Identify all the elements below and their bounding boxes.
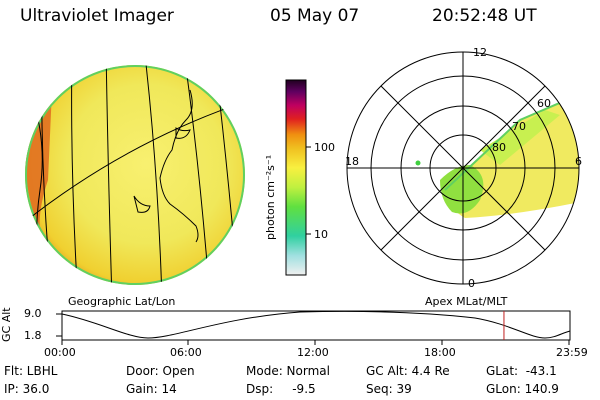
timeline-xtick-1800: 18:00 <box>424 346 456 359</box>
info-ip: IP: 36.0 <box>4 382 50 396</box>
lat-label-80: 80 <box>492 141 506 154</box>
info-glat: GLat: -43.1 <box>486 364 557 378</box>
colorbar-tick-10: 10 <box>314 228 328 241</box>
earth-disk-image <box>25 65 245 285</box>
timeline-ytick-max: 9.0 <box>24 307 42 320</box>
lat-label-70: 70 <box>512 120 526 133</box>
timeline-plot <box>56 310 571 345</box>
info-seq: Seq: 39 <box>366 382 412 396</box>
info-door: Door: Open <box>126 364 195 378</box>
mlt-label-0: 0 <box>468 277 475 290</box>
instrument-title: Ultraviolet Imager <box>20 6 174 26</box>
timeline-xtick-0600: 06:00 <box>170 346 202 359</box>
mlt-label-12: 12 <box>473 46 487 59</box>
colorbar-tick-100: 100 <box>314 141 335 154</box>
info-mode: Mode: Normal <box>246 364 330 378</box>
polar-plot <box>346 51 580 285</box>
info-flt: Flt: LBHL <box>4 364 58 378</box>
timeline-xtick-2359: 23:59 <box>556 346 588 359</box>
info-dsp: Dsp: -9.5 <box>246 382 316 396</box>
colorbar <box>285 79 311 276</box>
geographic-caption: Geographic Lat/Lon <box>68 295 176 308</box>
timeline-ytick-min: 1.8 <box>24 329 42 342</box>
info-glon: GLon: 140.9 <box>486 382 559 396</box>
colorbar-unit-label: photon cm⁻²s⁻¹ <box>264 154 277 240</box>
mlt-label-6: 6 <box>575 155 582 168</box>
timeline-ylabel: GC Alt <box>0 307 13 342</box>
mlt-label-18: 18 <box>345 155 359 168</box>
date-label: 05 May 07 <box>270 6 360 26</box>
lat-label-60: 60 <box>537 97 551 110</box>
timeline-xtick-0000: 00:00 <box>44 346 76 359</box>
apex-caption: Apex MLat/MLT <box>425 295 508 308</box>
time-label: 20:52:48 UT <box>432 6 537 26</box>
timeline-xtick-1200: 12:00 <box>297 346 329 359</box>
info-gc-alt: GC Alt: 4.4 Re <box>366 364 450 378</box>
info-gain: Gain: 14 <box>126 382 177 396</box>
